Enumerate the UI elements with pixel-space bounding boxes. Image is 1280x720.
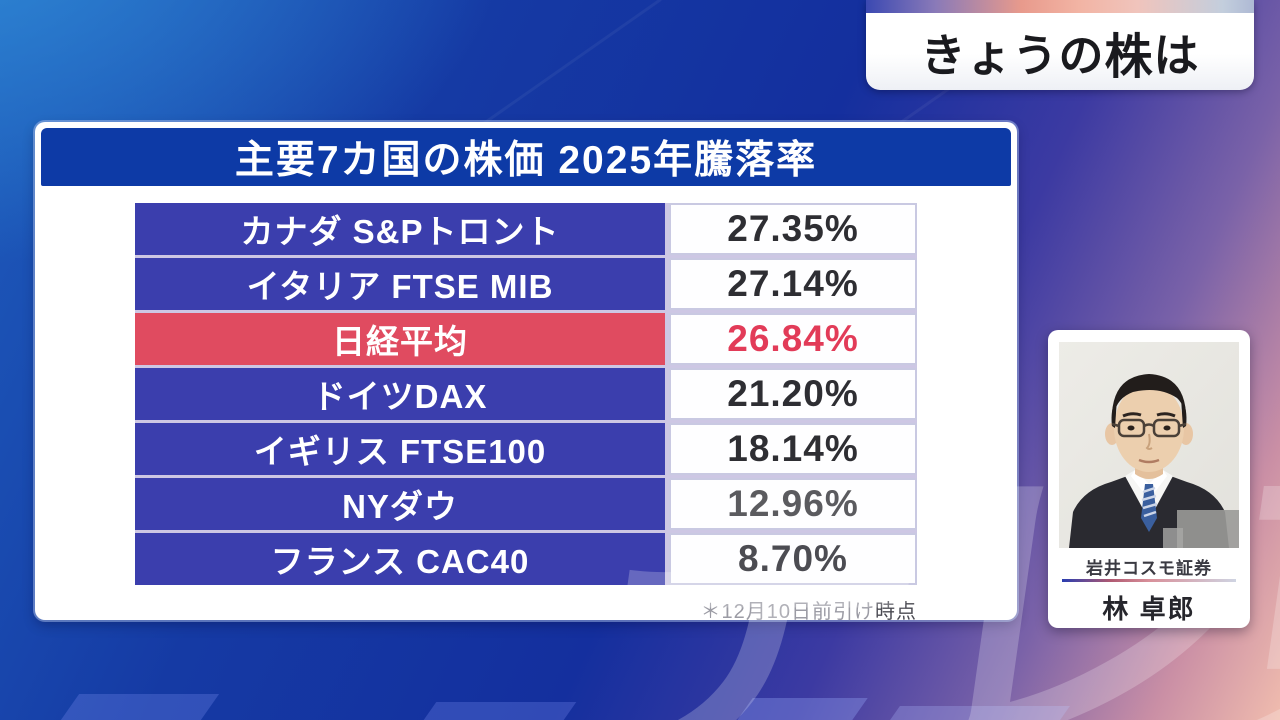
index-change: 27.14% xyxy=(669,258,917,310)
table-row: ドイツDAX 21.20% xyxy=(135,368,917,420)
program-title-badge: きょうの株は xyxy=(866,0,1254,90)
index-change: 27.35% xyxy=(669,203,917,255)
index-change: 12.96% xyxy=(669,478,917,530)
program-title-suffix: は xyxy=(1153,30,1200,81)
background-stripe xyxy=(890,706,1070,720)
index-name: カナダ S&Pトロント xyxy=(135,203,665,255)
index-name: フランス CAC40 xyxy=(135,533,665,585)
program-title-prefix: きょうの xyxy=(920,30,1105,81)
index-name: ドイツDAX xyxy=(135,368,665,420)
table-row: NYダウ 12.96% xyxy=(135,478,917,530)
index-name: 日経平均 xyxy=(135,313,665,365)
footnote-suffix: 時点 xyxy=(875,601,917,623)
divider-gradient xyxy=(1062,579,1236,582)
table-row: イギリス FTSE100 18.14% xyxy=(135,423,917,475)
index-name: イタリア FTSE MIB xyxy=(135,258,665,310)
table-row: フランス CAC40 8.70% xyxy=(135,533,917,585)
analyst-photo xyxy=(1059,342,1239,548)
table-row: イタリア FTSE MIB 27.14% xyxy=(135,258,917,310)
stock-data-panel: 主要7カ国の株価 2025年騰落率 カナダ S&Pトロント 27.35% イタリ… xyxy=(35,122,1017,623)
ranking-table: カナダ S&Pトロント 27.35% イタリア FTSE MIB 27.14% … xyxy=(135,203,917,585)
analyst-portrait-illustration xyxy=(1059,342,1239,548)
table-row: カナダ S&Pトロント 27.35% xyxy=(135,203,917,255)
panel-title: 主要7カ国の株価 2025年騰落率 xyxy=(41,128,1011,186)
badge-gradient-bar xyxy=(866,0,1254,13)
index-change: 8.70% xyxy=(669,533,917,585)
index-change: 21.20% xyxy=(669,368,917,420)
index-change: 26.84% xyxy=(669,313,917,365)
analyst-card: 岩井コスモ証券 林 卓郎 xyxy=(1048,330,1250,628)
index-name: NYダウ xyxy=(135,478,665,530)
background-stripe xyxy=(60,694,220,720)
footnote-date: ＊12月10日前引け xyxy=(700,601,875,623)
index-change: 18.14% xyxy=(669,423,917,475)
program-title: きょうの株は xyxy=(866,13,1254,90)
analyst-company: 岩井コスモ証券 xyxy=(1086,559,1212,578)
background-stripe xyxy=(737,698,868,720)
program-title-emphasis: 株 xyxy=(1104,30,1154,84)
index-name: イギリス FTSE100 xyxy=(135,423,665,475)
table-row: 日経平均 26.84% xyxy=(135,313,917,365)
background-stripe xyxy=(423,702,577,720)
footnote: ＊12月10日前引け時点 xyxy=(701,595,918,624)
analyst-name: 林 卓郎 xyxy=(1102,594,1196,624)
